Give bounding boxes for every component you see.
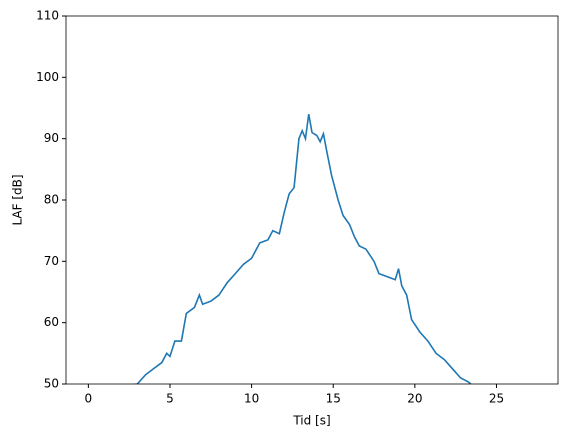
plot-frame: [65, 15, 559, 385]
x-tick-label: 20: [407, 392, 422, 406]
x-tick-label: 15: [326, 392, 341, 406]
x-tick-label: 10: [244, 392, 259, 406]
y-tick-label: 50: [44, 377, 59, 391]
y-tick-label: 90: [44, 131, 59, 145]
x-tick-label: 5: [166, 392, 174, 406]
x-tick-label: 0: [85, 392, 93, 406]
y-axis-label: LAF [dB]: [11, 174, 25, 225]
y-tick-label: 110: [36, 9, 59, 23]
x-tick-label: 25: [489, 392, 504, 406]
y-tick-label: 60: [44, 315, 59, 329]
y-tick-label: 70: [44, 254, 59, 268]
y-tick-label: 80: [44, 193, 59, 207]
y-tick-label: 100: [36, 70, 59, 84]
line: [131, 113, 472, 384]
x-axis-label: Tid [s]: [292, 414, 330, 428]
